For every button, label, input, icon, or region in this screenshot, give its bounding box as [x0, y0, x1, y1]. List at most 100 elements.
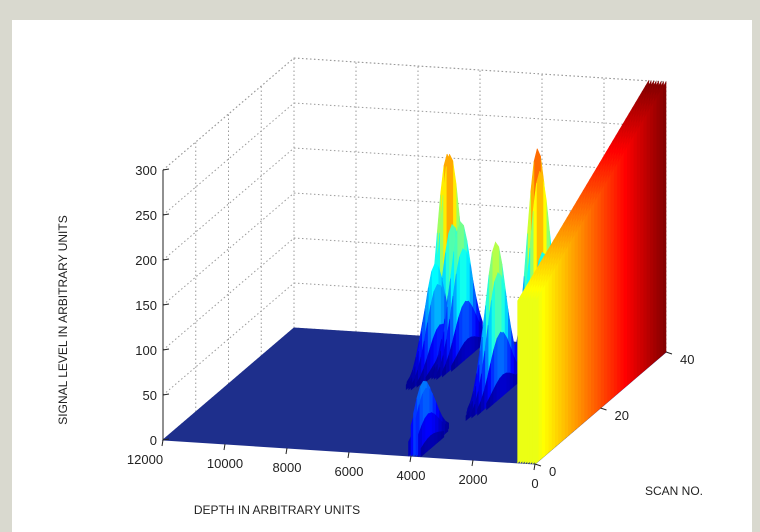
- surface-strip: [636, 124, 641, 378]
- surface-strip: [632, 130, 637, 381]
- y-tick-label: 40: [680, 352, 694, 367]
- y-tick-label: 20: [615, 408, 629, 423]
- x-tick: [223, 443, 226, 451]
- surface-strip: [541, 284, 546, 460]
- surface-strip: [610, 168, 614, 401]
- surface-strip: [509, 372, 514, 391]
- x-tick: [471, 459, 474, 467]
- z-tick: [162, 258, 170, 261]
- figure-frame: 0 50 100 150 200 250 300 12000 10000 8000 6000 4000…: [12, 20, 752, 532]
- surface-strip: [554, 262, 559, 448]
- z-tick-label: 50: [143, 388, 157, 403]
- x-tick-label: 0: [531, 476, 538, 491]
- surface-strip: [639, 119, 644, 376]
- gridline-left-wall: [162, 147, 295, 261]
- surface-area: [161, 79, 668, 465]
- surface-strip: [477, 401, 482, 416]
- surface-strip: [416, 376, 421, 388]
- surface-strip: [606, 174, 611, 404]
- x-tick-label: 12000: [127, 452, 163, 467]
- surface-strip: [587, 207, 591, 420]
- x-tick-label: 8000: [273, 460, 302, 475]
- y-axis-label: SCAN NO.: [645, 484, 703, 498]
- gridline-left-wall: [162, 282, 295, 396]
- surface-strip: [560, 251, 565, 443]
- surface-strip: [464, 338, 469, 361]
- surface-strip: [451, 358, 455, 372]
- surface-strip: [502, 372, 507, 397]
- surface-strip: [534, 295, 539, 465]
- surface-strip: [420, 442, 425, 458]
- z-tick-label: 150: [135, 298, 157, 313]
- surface-strip: [547, 273, 552, 454]
- gridline-left-wall: [162, 102, 295, 216]
- surface-strip: [410, 378, 415, 391]
- surface-strip: [467, 336, 472, 358]
- surface-strip: [619, 152, 624, 392]
- x-tick: [285, 447, 288, 455]
- x-tick: [161, 439, 164, 447]
- surface-strip: [512, 373, 517, 388]
- surface-strip: [623, 146, 628, 390]
- surface-strip: [649, 102, 654, 367]
- z-axis-label: SIGNAL LEVEL IN ARBITRARY UNITS: [56, 215, 70, 424]
- surface-strip: [596, 190, 601, 412]
- surface-strip: [600, 185, 605, 409]
- surface-strip: [505, 372, 510, 394]
- x-tick: [533, 463, 536, 471]
- gridline-left-wall: [162, 237, 295, 351]
- x-tick-label: 2000: [459, 472, 488, 487]
- z-tick: [162, 168, 170, 171]
- z-tick: [162, 348, 170, 351]
- y-tick: [665, 351, 673, 355]
- surface-strip: [425, 371, 430, 383]
- z-tick: [162, 438, 170, 441]
- z-tick-label: 250: [135, 208, 157, 223]
- surface-strip: [544, 278, 549, 457]
- surface-strip: [613, 163, 618, 398]
- surface-strip: [471, 403, 476, 419]
- z-tick: [162, 213, 170, 216]
- z-tick-label: 200: [135, 253, 157, 268]
- z-tick-label: 300: [135, 163, 157, 178]
- surface-strip: [603, 179, 608, 406]
- surface-strip: [570, 234, 575, 434]
- surface-strip: [470, 336, 475, 356]
- surface-strip: [642, 113, 647, 373]
- surface-strip: [659, 86, 664, 359]
- gridline-left-wall: [162, 192, 295, 306]
- surface-strip: [430, 432, 435, 449]
- z-tick: [162, 393, 170, 396]
- surface-strip: [557, 256, 562, 446]
- surface-strip: [465, 410, 470, 422]
- surface-strip: [593, 196, 598, 415]
- x-tick: [347, 451, 350, 459]
- surface-strip: [577, 223, 582, 429]
- surface-strip: [537, 289, 542, 462]
- surface-strip: [564, 245, 569, 440]
- surface-strip: [652, 97, 657, 364]
- z-tick-label: 100: [135, 343, 157, 358]
- surface-strip: [590, 201, 595, 418]
- surface-strip: [567, 240, 572, 437]
- surface-strip: [583, 212, 588, 423]
- surface-strip: [655, 91, 660, 362]
- surface-strip: [616, 157, 621, 395]
- surface-strip: [442, 364, 446, 378]
- surface-strip: [551, 267, 555, 451]
- x-tick-label: 4000: [397, 468, 426, 483]
- surface-strip: [436, 366, 441, 381]
- z-tick: [162, 303, 170, 306]
- surface-strip: [474, 336, 478, 353]
- surface-strip: [499, 374, 504, 400]
- surface-strip: [486, 397, 491, 411]
- y-tick: [600, 407, 607, 411]
- x-tick: [409, 455, 412, 463]
- surface-strip: [646, 108, 650, 370]
- y-tick-label: 0: [549, 464, 556, 479]
- x-tick-label: 10000: [207, 456, 243, 471]
- tick-marks: [161, 168, 673, 471]
- surface-strip: [626, 141, 631, 387]
